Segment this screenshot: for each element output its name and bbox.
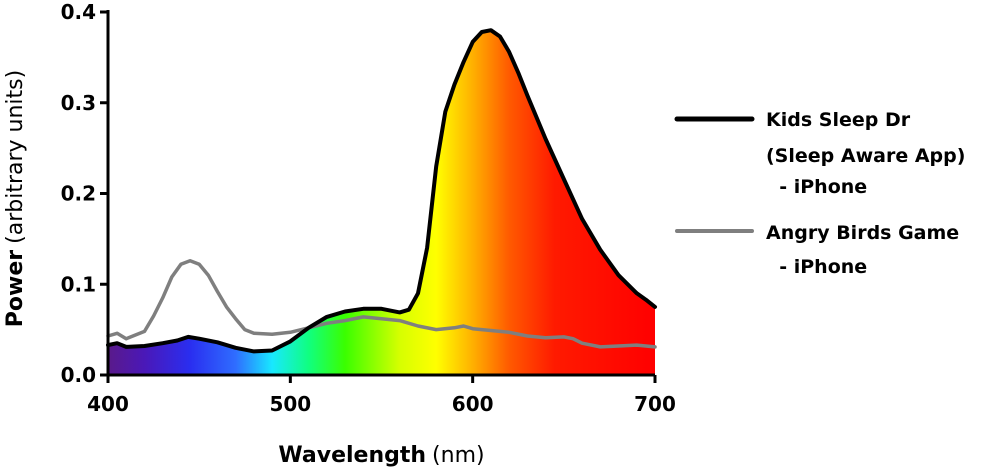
x-axis-title: Wavelength (nm) [278, 443, 484, 468]
y-axis-title-label: Power [3, 250, 28, 327]
y-axis-title: Power (arbitrary units) [3, 70, 28, 327]
legend-label: Angry Birds Game [766, 222, 959, 244]
x-tick-label: 700 [634, 392, 676, 416]
y-tick-label: 0.3 [61, 91, 96, 115]
x-axis-title-unit: (nm) [432, 443, 485, 468]
legend-label: Kids Sleep Dr [766, 109, 911, 131]
series-line-kids-sleep-dr [106, 28, 657, 354]
y-axis-title-unit: (arbitrary units) [3, 70, 28, 244]
legend-label: - iPhone [766, 176, 867, 198]
x-tick-label: 600 [452, 392, 494, 416]
x-tick-label: 500 [269, 392, 311, 416]
legend-label: (Sleep Aware App) [766, 145, 965, 167]
y-tick-label: 0.2 [61, 182, 96, 206]
x-tick-label: 400 [87, 392, 129, 416]
y-tick-label: 0.0 [61, 363, 96, 387]
spectrum-fill-area [108, 30, 655, 375]
y-tick-label: 0.4 [61, 0, 96, 24]
y-tick-label: 0.1 [61, 272, 96, 296]
legend-label: - iPhone [766, 256, 867, 278]
x-axis-title-label: Wavelength [278, 443, 426, 468]
series-line-angry-birds [106, 258, 657, 349]
